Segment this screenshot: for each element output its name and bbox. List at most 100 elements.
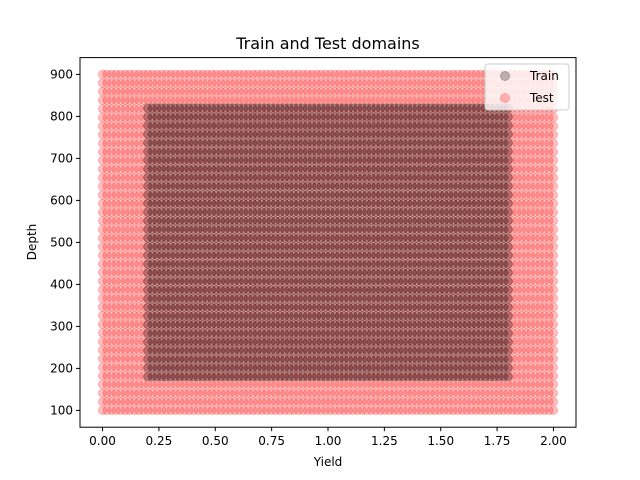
test-point xyxy=(184,319,194,329)
test-point xyxy=(116,242,126,252)
test-point xyxy=(125,371,135,381)
test-point xyxy=(134,259,144,269)
test-point xyxy=(138,147,149,157)
test-point xyxy=(125,397,135,407)
test-point xyxy=(157,311,167,321)
test-point xyxy=(134,190,144,200)
test-point xyxy=(116,87,126,97)
test-point xyxy=(152,242,162,252)
test-point xyxy=(97,207,108,217)
test-point xyxy=(138,104,149,114)
test-point xyxy=(548,345,559,355)
test-point xyxy=(129,285,140,295)
test-point xyxy=(134,155,144,166)
test-point xyxy=(170,388,181,398)
test-point xyxy=(548,302,559,312)
test-point xyxy=(548,199,559,209)
test-point xyxy=(143,155,153,166)
test-point xyxy=(125,95,135,105)
test-point xyxy=(166,190,176,200)
test-point xyxy=(152,112,162,123)
test-point xyxy=(97,354,108,364)
test-point xyxy=(138,371,149,381)
test-point xyxy=(102,78,112,88)
test-point xyxy=(107,311,117,321)
test-point xyxy=(134,164,144,174)
test-point xyxy=(161,405,171,415)
test-point xyxy=(125,138,135,148)
test-point xyxy=(138,155,149,166)
test-point xyxy=(107,104,117,114)
test-point xyxy=(148,207,158,217)
test-point xyxy=(166,130,176,140)
test-point xyxy=(111,242,121,252)
test-point xyxy=(107,121,117,131)
test-point xyxy=(129,311,140,321)
test-point xyxy=(148,181,158,191)
test-point xyxy=(170,224,181,235)
test-point xyxy=(111,233,121,243)
test-point xyxy=(166,69,176,80)
test-point xyxy=(166,362,176,372)
test-point xyxy=(97,345,108,355)
test-point xyxy=(129,319,140,329)
test-point xyxy=(148,250,158,260)
test-point xyxy=(129,302,140,312)
test-point xyxy=(111,87,121,97)
test-point xyxy=(138,173,149,183)
test-point xyxy=(138,112,149,123)
test-point xyxy=(102,112,112,123)
test-point xyxy=(184,250,194,260)
test-point xyxy=(116,190,126,200)
test-point xyxy=(170,104,181,114)
test-point xyxy=(134,138,144,148)
test-point xyxy=(179,259,190,269)
test-point xyxy=(129,233,140,243)
test-point xyxy=(157,190,167,200)
test-point xyxy=(143,336,153,347)
test-point xyxy=(157,78,167,88)
test-point xyxy=(548,147,559,157)
test-point xyxy=(143,371,153,381)
test-point xyxy=(97,259,108,269)
test-point xyxy=(134,233,144,243)
test-point xyxy=(175,293,185,303)
train-series xyxy=(143,103,513,382)
test-point xyxy=(143,147,153,157)
test-point xyxy=(125,354,135,364)
test-point xyxy=(129,95,140,105)
test-point xyxy=(102,336,112,347)
test-point xyxy=(170,319,181,329)
test-point xyxy=(116,155,126,166)
test-point xyxy=(97,173,108,183)
test-point xyxy=(125,328,135,338)
test-point xyxy=(179,78,190,88)
test-point xyxy=(143,233,153,243)
test-point xyxy=(152,397,162,407)
test-point xyxy=(148,224,158,235)
test-point xyxy=(129,259,140,269)
test-point xyxy=(548,293,559,303)
test-point xyxy=(125,242,135,252)
test-point xyxy=(111,164,121,174)
test-point xyxy=(97,250,108,260)
test-point xyxy=(179,379,190,390)
test-point xyxy=(175,397,185,407)
test-point xyxy=(102,242,112,252)
test-point xyxy=(166,78,176,88)
test-point xyxy=(125,164,135,174)
test-point xyxy=(152,405,162,415)
test-point xyxy=(97,130,108,140)
test-point xyxy=(161,285,171,295)
test-point xyxy=(102,379,112,390)
test-point xyxy=(143,311,153,321)
test-point xyxy=(102,319,112,329)
test-point xyxy=(111,276,121,286)
test-point xyxy=(175,379,185,390)
test-point xyxy=(97,95,108,105)
test-point xyxy=(120,354,130,364)
test-point xyxy=(157,371,167,381)
test-point xyxy=(125,345,135,355)
test-point xyxy=(111,388,121,398)
test-point xyxy=(161,302,171,312)
